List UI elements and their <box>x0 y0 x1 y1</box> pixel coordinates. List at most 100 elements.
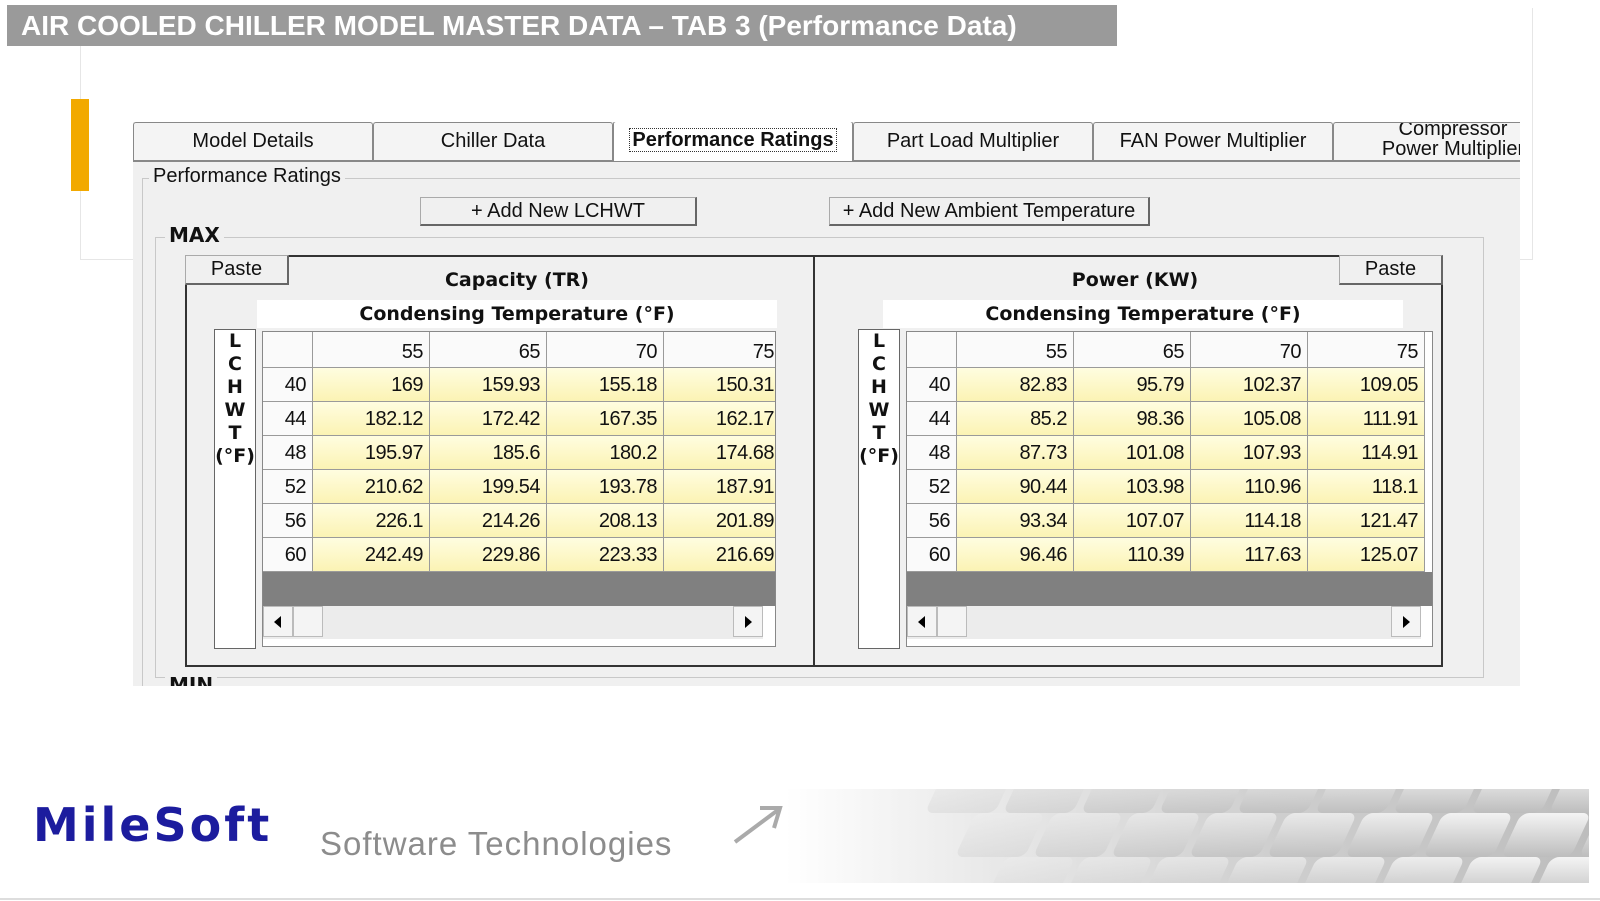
row-axis-char: C <box>228 353 242 375</box>
grid-empty-area <box>263 572 775 606</box>
tab[interactable]: Performance Ratings <box>613 122 853 162</box>
grid-cell: 98.36 <box>1074 402 1191 436</box>
keyboard-key <box>1452 857 1544 883</box>
tab-label: Performance Ratings <box>629 128 837 152</box>
group-label: MAX <box>165 223 224 247</box>
keyboard-key <box>1002 789 1094 813</box>
row-axis-label: L C H W T (°F) <box>214 329 256 649</box>
scroll-left[interactable] <box>907 606 937 637</box>
row-axis-char: (°F) <box>215 445 255 467</box>
grid-cell: 93.34 <box>957 504 1074 538</box>
row-axis-char: H <box>227 376 243 398</box>
keyboard-key <box>1218 857 1310 883</box>
row-axis-char: W <box>224 399 246 421</box>
grid-cell: 162.17 <box>664 402 775 436</box>
column-header: 70 <box>547 332 664 368</box>
keyboard-key <box>1314 789 1406 813</box>
grid-cell: 167.35 <box>547 402 664 436</box>
keyboard-image <box>785 789 1589 883</box>
row-axis-char: H <box>871 376 887 398</box>
keyboard-key <box>1032 813 1124 857</box>
tab[interactable]: Model Details <box>133 122 373 161</box>
column-header: 55 <box>313 332 430 368</box>
corner-cell <box>263 332 313 368</box>
grid-pane: Paste Capacity (TR) Condensing Temperature… <box>185 255 815 667</box>
scroll-right[interactable] <box>1391 606 1421 637</box>
h-scrollbar[interactable] <box>907 606 1421 639</box>
row-header: 48 <box>907 436 957 470</box>
grid-cell: 107.93 <box>1191 436 1308 470</box>
keyboard-key <box>1500 813 1589 857</box>
grid-cell: 174.68 <box>664 436 775 470</box>
accent-bar <box>71 99 89 191</box>
tab[interactable]: Compressor Power Multiplier <box>1333 122 1520 161</box>
keyboard-key <box>1344 813 1436 857</box>
keyboard-key <box>1422 813 1514 857</box>
arrow <box>745 616 752 628</box>
bottom-rule <box>0 898 1600 900</box>
row-header: 56 <box>907 504 957 538</box>
corner-cell <box>907 332 957 368</box>
grid-cell: 223.33 <box>547 538 664 572</box>
scroll-right[interactable] <box>733 606 763 637</box>
grid-cell: 159.93 <box>430 368 547 402</box>
keyboard-key <box>1080 789 1172 813</box>
grid-title: Capacity (TR) <box>444 269 589 291</box>
app-screenshot: Model Details Chiller Data Performance Rat… <box>133 122 1520 686</box>
grid-subtitle: Condensing Temperature (°F) <box>883 300 1403 328</box>
grid-cell: 96.46 <box>957 538 1074 572</box>
arrow <box>918 616 925 628</box>
scroll-left[interactable] <box>263 606 293 637</box>
grid-cell: 105.08 <box>1191 402 1308 436</box>
tab[interactable]: Part Load Multiplier <box>853 122 1093 161</box>
keyboard-key <box>1110 813 1202 857</box>
keyboard-key <box>1548 789 1589 813</box>
grid-cell: 226.1 <box>313 504 430 538</box>
grid-cell: 117.63 <box>1191 538 1308 572</box>
keyboard-key <box>1392 789 1484 813</box>
scroll-thumb[interactable] <box>293 606 323 637</box>
paste-button[interactable]: Paste <box>1339 255 1443 285</box>
grid-cell: 229.86 <box>430 538 547 572</box>
grid-cell: 118.1 <box>1308 470 1425 504</box>
row-axis-char: C <box>872 353 886 375</box>
grid-subtitle: Condensing Temperature (°F) <box>257 300 777 328</box>
group-box <box>142 178 1520 686</box>
slide-title: AIR COOLED CHILLER MODEL MASTER DATA – T… <box>7 5 1117 46</box>
keyboard-key <box>1296 857 1388 883</box>
grid-cell: 102.37 <box>1191 368 1308 402</box>
grid-cell: 216.69 <box>664 538 775 572</box>
logo-arrow <box>733 806 783 844</box>
row-header: 40 <box>263 368 313 402</box>
keyboard-key <box>1374 857 1466 883</box>
grid-cell: 109.05 <box>1308 368 1425 402</box>
row-axis-char: (°F) <box>859 445 899 467</box>
button[interactable]: + Add New LCHWT <box>420 197 697 226</box>
button[interactable]: + Add New Ambient Temperature <box>829 197 1150 226</box>
arrow <box>1403 616 1410 628</box>
paste-button[interactable]: Paste <box>185 255 289 285</box>
row-axis-label: L C H W T (°F) <box>858 329 900 649</box>
row-header: 52 <box>263 470 313 504</box>
row-header: 48 <box>263 436 313 470</box>
column-header: 70 <box>1191 332 1308 368</box>
tab-baseline <box>133 161 1520 162</box>
scroll-thumb[interactable] <box>937 606 967 637</box>
keyboard-key <box>924 789 1016 813</box>
tab[interactable]: Chiller Data <box>373 122 613 161</box>
grid-cell: 185.6 <box>430 436 547 470</box>
keyboard-key <box>1266 813 1358 857</box>
grid-cell: 95.79 <box>1074 368 1191 402</box>
grid-cell: 107.07 <box>1074 504 1191 538</box>
row-axis-char: L <box>228 330 242 352</box>
keyboard-key <box>954 813 1046 857</box>
grid-empty-area <box>907 572 1432 606</box>
tab[interactable]: FAN Power Multiplier <box>1093 122 1333 161</box>
column-header: 65 <box>1074 332 1191 368</box>
grid-cell: 199.54 <box>430 470 547 504</box>
row-header: 44 <box>907 402 957 436</box>
h-scrollbar[interactable] <box>263 606 763 639</box>
grid-pane: Paste Power (KW) Condensing Temperature (°… <box>813 255 1443 667</box>
keyboard-key <box>1470 789 1562 813</box>
grid-cell: 172.42 <box>430 402 547 436</box>
